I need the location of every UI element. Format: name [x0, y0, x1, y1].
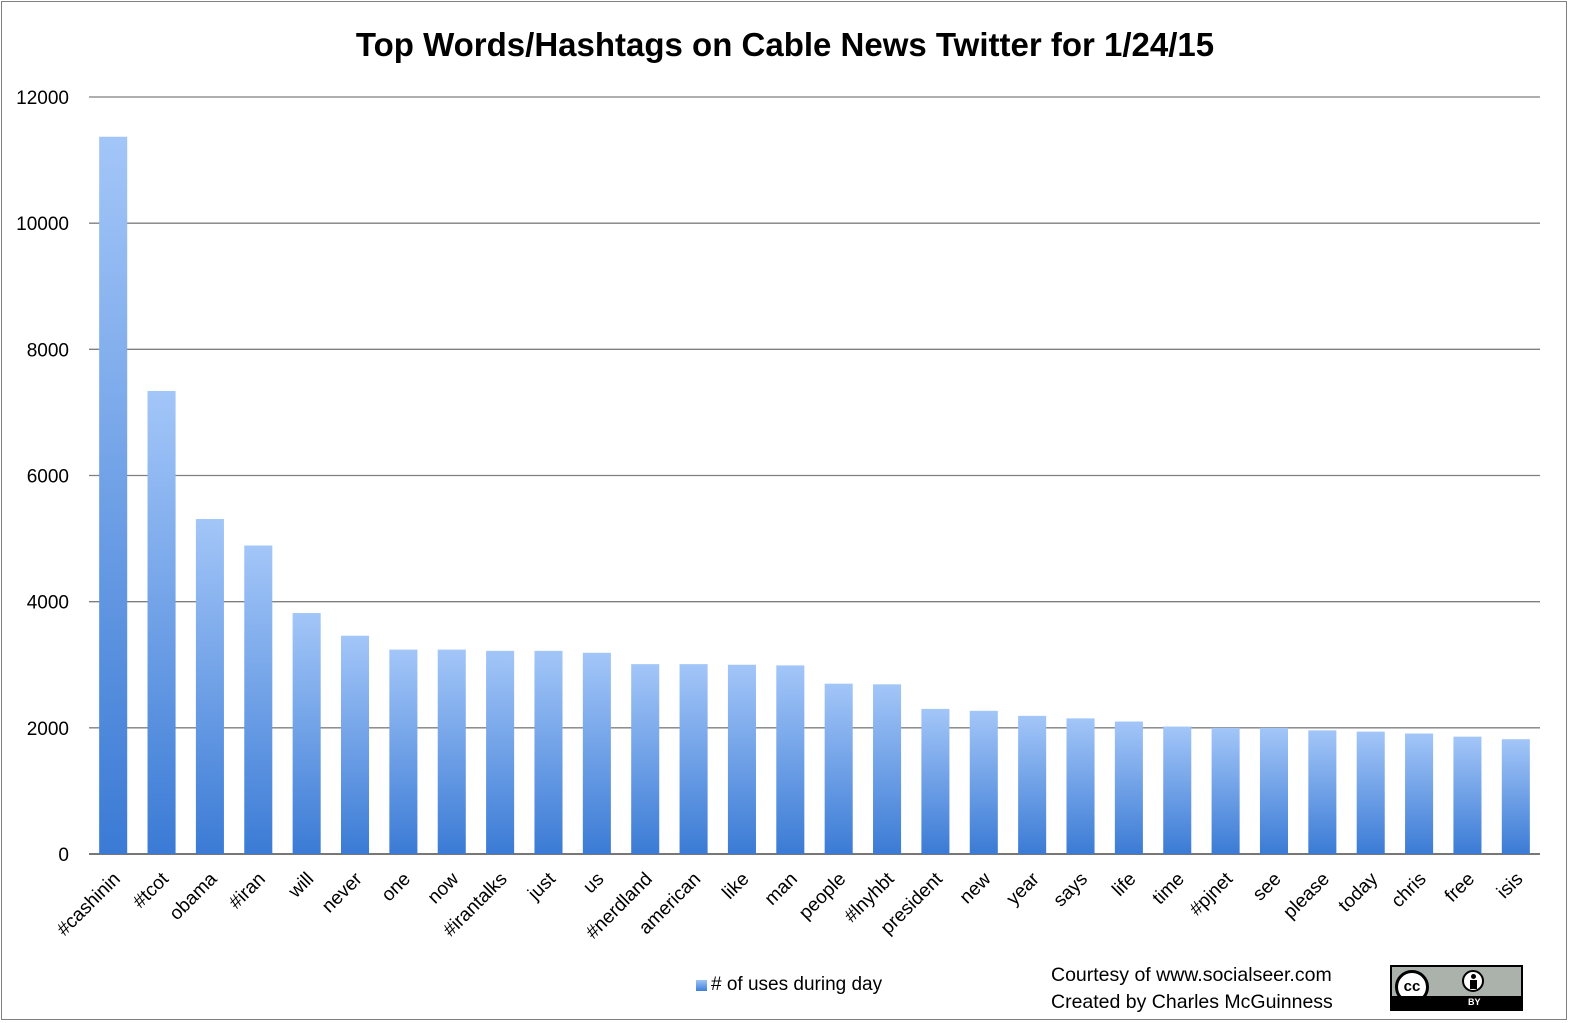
- bar-isis: [1501, 739, 1530, 854]
- bar-us: [582, 652, 611, 854]
- x-tick-label: today: [1335, 868, 1383, 916]
- legend: # of uses during day: [696, 974, 882, 996]
- x-tick-label: isis: [1493, 869, 1527, 903]
- bar-nerdland: [631, 664, 660, 854]
- y-tick-label: 8000: [27, 340, 69, 361]
- bar-see: [1259, 727, 1289, 854]
- legend-label: # of uses during day: [711, 974, 883, 995]
- bar-now: [437, 649, 466, 854]
- bar-today: [1356, 731, 1385, 854]
- bar-pjnet: [1211, 727, 1240, 854]
- bar-please: [1308, 730, 1337, 854]
- x-tick-label: just: [524, 868, 561, 905]
- bar-like: [727, 664, 756, 854]
- x-tick-label: see: [1249, 869, 1286, 906]
- x-tick-label: #iran: [225, 869, 270, 914]
- bar-lnyhbt: [873, 684, 902, 854]
- bar-cashinin: [99, 136, 128, 854]
- credit-line-2: Created by Charles McGuinness: [1051, 991, 1333, 1013]
- x-tick-label: obama: [166, 868, 222, 924]
- attribution-icon: [1462, 970, 1484, 992]
- credit-line-1: Courtesy of www.socialseer.com: [1051, 964, 1332, 986]
- x-tick-label: chris: [1387, 869, 1430, 912]
- legend-swatch: [696, 979, 707, 991]
- x-tick-label: #tcot: [129, 868, 173, 912]
- bar-free: [1453, 736, 1482, 854]
- x-tick-label: says: [1050, 869, 1092, 911]
- x-tick-label: time: [1149, 869, 1189, 909]
- bar-never: [340, 635, 370, 854]
- x-tick-label: new: [956, 868, 996, 908]
- bar-one: [389, 649, 418, 854]
- x-tick-label: man: [761, 869, 802, 910]
- cc-license-badge: cc BY: [1390, 965, 1523, 1011]
- x-tick-label: like: [718, 869, 753, 904]
- bar-new: [969, 710, 998, 854]
- y-tick-label: 4000: [27, 593, 69, 614]
- x-tick-label: year: [1003, 868, 1044, 909]
- x-tick-label: #cashinin: [53, 869, 125, 941]
- bar-tcot: [147, 390, 176, 854]
- bar-says: [1066, 718, 1095, 854]
- x-tick-label: free: [1441, 869, 1479, 907]
- x-tick-label: now: [424, 868, 464, 908]
- x-tick-label: will: [284, 869, 318, 903]
- bar-chris: [1405, 733, 1434, 854]
- x-tick-label: people: [795, 869, 850, 924]
- x-tick-label: please: [1279, 869, 1333, 923]
- bar-american: [679, 664, 708, 854]
- bar-obama: [195, 519, 224, 854]
- y-tick-label: 10000: [16, 214, 69, 235]
- y-tick-label: 6000: [27, 467, 69, 488]
- y-tick-label: 2000: [27, 719, 69, 740]
- bar-just: [534, 650, 563, 854]
- bar-iran: [244, 545, 273, 854]
- bar-irantalks: [486, 650, 515, 854]
- bar-year: [1018, 715, 1047, 854]
- bar-man: [776, 665, 805, 854]
- x-tick-label: life: [1108, 869, 1140, 901]
- x-tick-label: never: [318, 868, 367, 917]
- bar-will: [292, 613, 321, 854]
- bar-people: [824, 683, 853, 854]
- credit-block: Courtesy of www.socialseer.com Created b…: [1051, 962, 1333, 1016]
- y-tick-label: 12000: [16, 88, 69, 109]
- y-tick-label: 0: [58, 845, 69, 866]
- x-tick-label: #pjnet: [1186, 868, 1238, 920]
- x-tick-label: one: [378, 869, 415, 906]
- chart-title: Top Words/Hashtags on Cable News Twitter…: [355, 26, 1215, 63]
- bar-time: [1163, 726, 1192, 854]
- bar-life: [1114, 721, 1143, 854]
- bar-president: [921, 708, 950, 854]
- x-tick-label: us: [579, 869, 608, 898]
